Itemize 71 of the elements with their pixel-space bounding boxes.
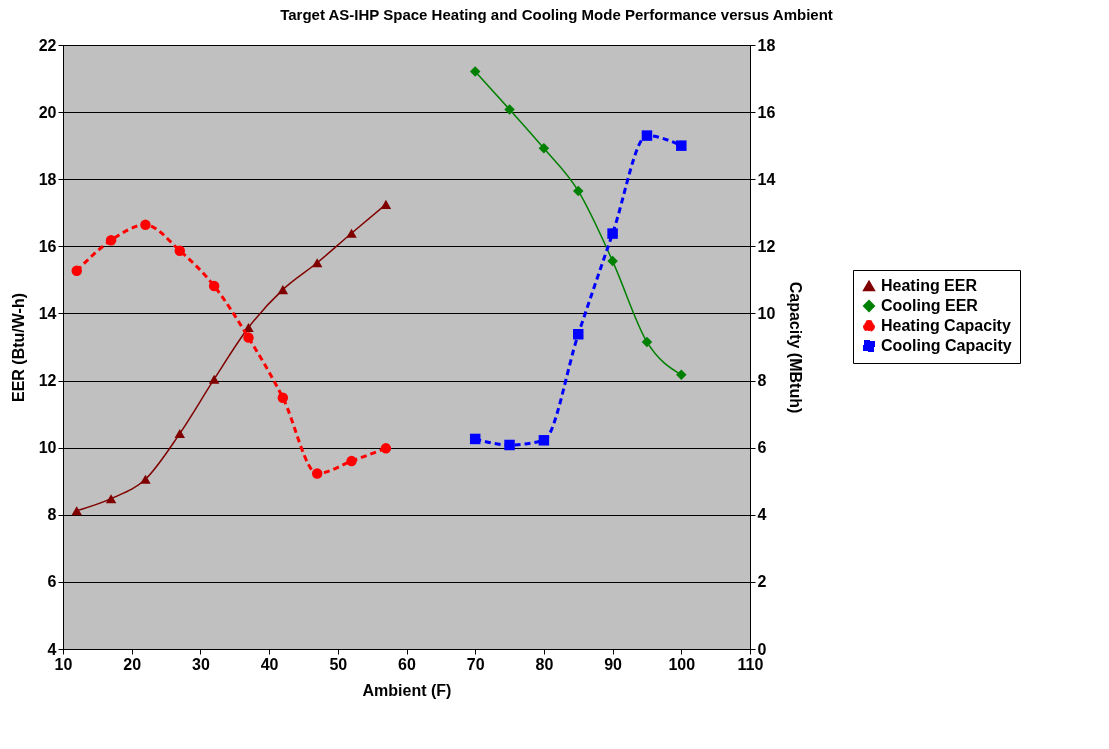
point — [277, 285, 289, 295]
y2-axis-title: Capacity (MBtuh) — [787, 281, 805, 414]
point — [538, 435, 550, 446]
x-tick-label: 20 — [123, 655, 142, 673]
x-tick-label: 30 — [192, 655, 210, 673]
point — [346, 228, 357, 238]
x-tick-label: 70 — [466, 655, 485, 673]
x-tick-label: 60 — [398, 655, 416, 673]
y-axis-title: EER (Btu/W-h) — [9, 293, 27, 402]
legend-label: Heating Capacity — [881, 317, 1011, 334]
y-tick-label: 22 — [38, 36, 57, 54]
y-tick-label: 20 — [38, 103, 57, 121]
x-axis-title: Ambient (F) — [362, 681, 452, 699]
point — [174, 245, 186, 256]
x-tick-label: 40 — [260, 655, 279, 673]
x-tick-label: 50 — [329, 655, 348, 673]
point — [311, 258, 323, 268]
x-tick-label: 100 — [668, 655, 696, 673]
point — [277, 392, 289, 403]
y2-tick-label: 2 — [757, 573, 767, 591]
point — [469, 66, 481, 77]
point — [380, 443, 392, 454]
point — [311, 468, 323, 479]
point — [573, 185, 584, 197]
y-tick-label: 6 — [47, 573, 57, 591]
y2-tick-label: 6 — [757, 439, 767, 457]
x-tick-label: 80 — [535, 655, 554, 673]
point — [641, 130, 653, 141]
y2-tick-label: 12 — [757, 237, 776, 255]
y-tick-label: 14 — [38, 304, 57, 322]
point — [208, 280, 220, 292]
y2-tick-label: 8 — [757, 372, 767, 390]
legend-label: Cooling EER — [881, 297, 979, 314]
y-tick-label: 8 — [47, 506, 57, 524]
point — [573, 329, 584, 340]
point — [504, 104, 515, 115]
point — [243, 332, 254, 343]
y2-tick-label: 10 — [757, 304, 776, 322]
legend-label: Cooling Capacity — [881, 337, 1012, 354]
y-tick-label: 10 — [38, 439, 57, 457]
point — [538, 143, 550, 154]
y2-tick-label: 18 — [757, 36, 776, 54]
point — [208, 374, 220, 384]
point — [607, 228, 618, 239]
chart-title: Target AS-IHP Space Heating and Cooling Mode Performance versus Ambient — [280, 6, 833, 23]
point — [607, 255, 618, 267]
point — [676, 369, 687, 381]
point — [71, 265, 82, 277]
y2-tick-label: 14 — [757, 170, 776, 188]
y2-tick-label: 4 — [757, 506, 767, 524]
point — [174, 429, 186, 439]
y2-tick-label: 0 — [757, 640, 767, 658]
y-tick-label: 4 — [47, 640, 57, 658]
point — [105, 235, 117, 246]
y-tick-label: 16 — [38, 237, 57, 255]
point — [140, 474, 151, 484]
y-tick-label: 18 — [38, 170, 57, 188]
point — [105, 494, 117, 504]
point — [641, 336, 653, 348]
x-tick-label: 110 — [737, 655, 764, 673]
point — [380, 199, 392, 209]
point — [140, 219, 151, 231]
point — [504, 439, 515, 451]
legend-label: Heating EER — [881, 277, 978, 294]
y2-tick-label: 16 — [757, 103, 776, 121]
point — [346, 455, 357, 467]
point — [71, 506, 82, 516]
point — [469, 433, 481, 445]
x-tick-label: 90 — [604, 655, 623, 673]
point — [676, 140, 687, 151]
y-tick-label: 12 — [38, 372, 57, 390]
